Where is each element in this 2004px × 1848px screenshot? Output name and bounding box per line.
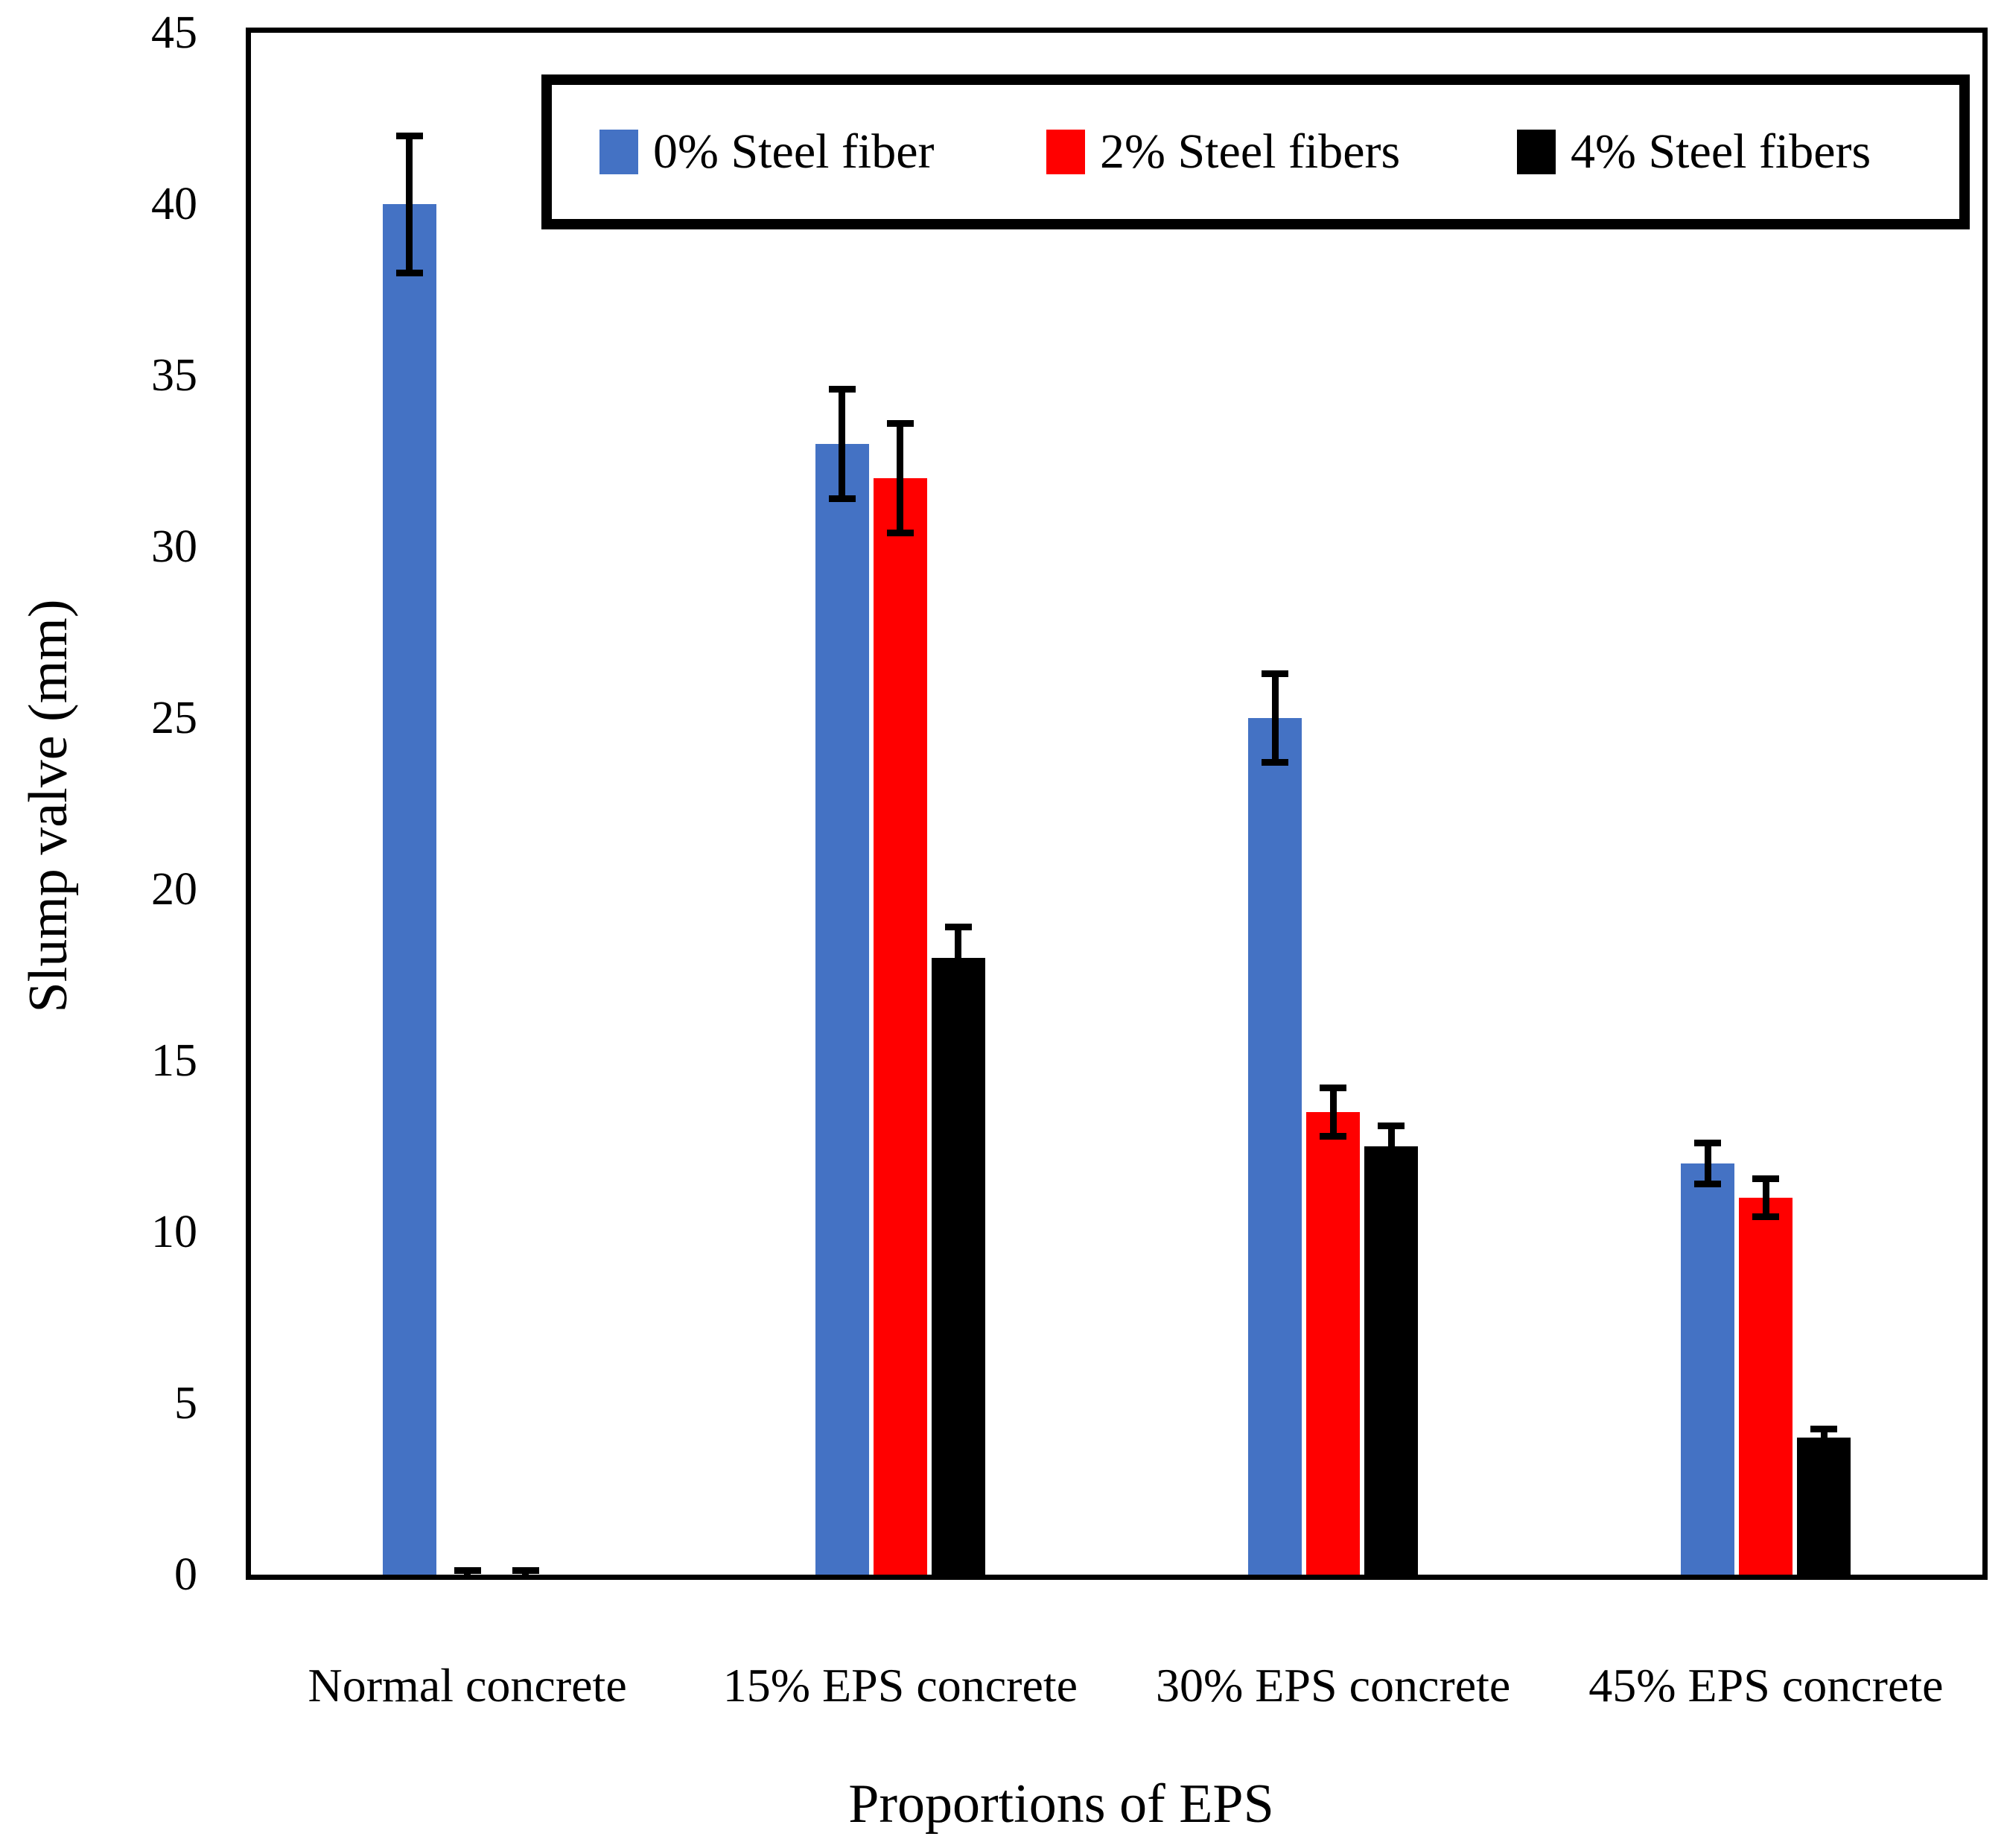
bar-4-steel-fibers <box>1797 1438 1851 1575</box>
error-cap-top <box>1320 1085 1347 1092</box>
y-tick-label: 15 <box>151 1035 197 1086</box>
error-cap-bottom <box>828 495 856 503</box>
error-cap-top <box>1262 670 1289 677</box>
plot-area <box>251 33 1982 1575</box>
error-bar <box>1762 1178 1769 1217</box>
error-cap-top <box>886 419 914 427</box>
error-bar <box>839 389 846 499</box>
error-cap-bottom <box>886 530 914 537</box>
x-category-label: 45% EPS concrete <box>1588 1659 1944 1712</box>
x-category-label: Normal concrete <box>308 1659 627 1712</box>
y-tick-label: 20 <box>151 864 197 915</box>
error-bar <box>1271 673 1279 763</box>
x-category-label: 30% EPS concrete <box>1155 1659 1511 1712</box>
x-category-label: 15% EPS concrete <box>722 1659 1078 1712</box>
error-cap-top <box>828 385 856 393</box>
error-bar <box>406 136 413 273</box>
error-cap-top <box>1752 1175 1780 1183</box>
bar-0-steel-fiber <box>815 444 869 1575</box>
x-axis-title: Proportions of EPS <box>848 1774 1274 1835</box>
y-tick-label: 0 <box>174 1549 197 1600</box>
bar-4-steel-fibers <box>931 958 985 1575</box>
error-cap-bottom <box>1262 759 1289 766</box>
bar-0-steel-fiber <box>1248 718 1302 1575</box>
error-cap-top <box>395 132 423 139</box>
error-cap-top <box>1810 1426 1838 1432</box>
bar-2-steel-fibers <box>1739 1198 1793 1575</box>
legend-label: 2% Steel fibers <box>1100 124 1401 179</box>
error-bar <box>955 927 962 989</box>
error-cap-bottom <box>1694 1181 1722 1188</box>
error-cap-top <box>454 1566 481 1574</box>
error-cap-bottom <box>1320 1132 1347 1140</box>
legend-item: 0% Steel fiber <box>599 85 935 219</box>
error-bar <box>897 423 904 533</box>
legend-item: 4% Steel fibers <box>1517 85 1871 219</box>
bar-0-steel-fiber <box>1681 1163 1735 1575</box>
error-cap-bottom <box>944 985 972 992</box>
y-tick-label: 45 <box>151 7 197 58</box>
y-tick-label: 25 <box>151 693 197 743</box>
legend: 0% Steel fiber 2% Steel fibers 4% Steel fi… <box>541 74 1970 229</box>
legend-swatch-icon <box>1517 130 1556 174</box>
legend-item: 2% Steel fibers <box>1046 85 1400 219</box>
bar-0-steel-fiber <box>382 204 436 1575</box>
y-tick-label: 30 <box>151 521 197 572</box>
legend-label: 4% Steel fibers <box>1571 124 1871 179</box>
error-bar <box>1704 1143 1711 1184</box>
legend-swatch-icon <box>1046 130 1085 174</box>
error-cap-bottom <box>395 269 423 276</box>
y-tick-label: 10 <box>151 1207 197 1257</box>
error-bar <box>1329 1087 1337 1137</box>
bar-2-steel-fibers <box>873 478 927 1575</box>
y-tick-label: 35 <box>151 350 197 401</box>
error-bar <box>1820 1429 1828 1447</box>
legend-label: 0% Steel fiber <box>653 124 935 179</box>
bar-2-steel-fibers <box>1306 1112 1361 1575</box>
error-cap-top <box>944 924 972 931</box>
error-bar <box>1387 1125 1395 1167</box>
error-cap-top <box>512 1566 539 1574</box>
y-tick-label: 40 <box>151 179 197 229</box>
bar-4-steel-fibers <box>1364 1146 1419 1575</box>
error-cap-bottom <box>1810 1443 1838 1449</box>
error-cap-top <box>1378 1122 1405 1129</box>
error-cap-top <box>1694 1139 1722 1146</box>
error-cap-bottom <box>1752 1213 1780 1220</box>
y-tick-label: 5 <box>174 1378 197 1429</box>
error-cap-bottom <box>1378 1163 1405 1171</box>
legend-swatch-icon <box>599 130 638 174</box>
